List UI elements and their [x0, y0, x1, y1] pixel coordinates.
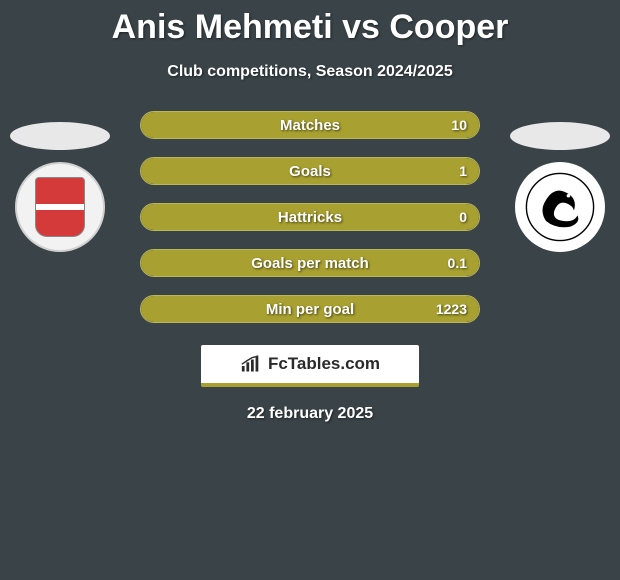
- stat-value: 1: [459, 163, 467, 179]
- page-title: Anis Mehmeti vs Cooper: [0, 0, 620, 47]
- stat-bar: Goals per match0.1: [140, 249, 480, 277]
- stat-bar: Min per goal1223: [140, 295, 480, 323]
- stat-label: Hattricks: [141, 209, 479, 226]
- stat-label: Min per goal: [141, 301, 479, 318]
- stat-bar: Hattricks0: [140, 203, 480, 231]
- stat-value: 1223: [436, 301, 467, 317]
- footer-date: 22 february 2025: [0, 405, 620, 423]
- chart-icon: [240, 355, 262, 373]
- stat-value: 10: [451, 117, 467, 133]
- footer-logo: FcTables.com: [201, 345, 419, 387]
- stats-list: Matches10Goals1Hattricks0Goals per match…: [0, 111, 620, 323]
- stat-value: 0: [459, 209, 467, 225]
- stat-label: Matches: [141, 117, 479, 134]
- subtitle: Club competitions, Season 2024/2025: [0, 63, 620, 81]
- stat-bar: Matches10: [140, 111, 480, 139]
- stat-value: 0.1: [448, 255, 467, 271]
- stat-label: Goals: [141, 163, 479, 180]
- stat-label: Goals per match: [141, 255, 479, 272]
- footer-logo-text: FcTables.com: [268, 354, 380, 374]
- stat-bar: Goals1: [140, 157, 480, 185]
